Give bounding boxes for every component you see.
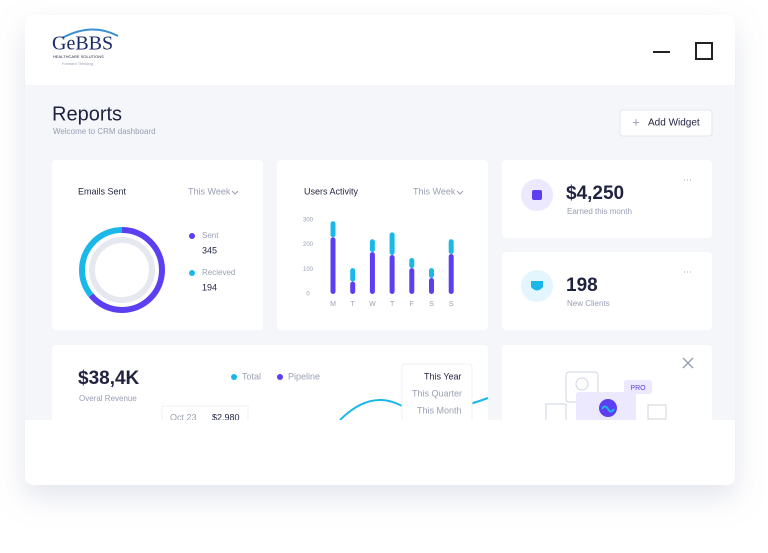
promo-illustration: PRO	[545, 371, 667, 420]
bar-segment	[448, 254, 454, 294]
y-tick-label: 200	[303, 242, 314, 248]
page-subtitle: Welcome to CRM dashboard	[53, 127, 156, 136]
legend-label: Pipeline	[288, 371, 320, 381]
legend-label: Recieved	[202, 268, 235, 277]
svg-text:···: ···	[683, 266, 692, 276]
maximize[interactable]	[695, 42, 713, 60]
dropdown: This Year This Quarter This Month	[401, 363, 473, 420]
y-tick-label: 300	[303, 218, 314, 224]
stat-value: $4,250	[566, 183, 624, 204]
stat-label: New Clients	[567, 299, 610, 308]
legend-value: 345	[202, 245, 217, 255]
card	[277, 160, 488, 330]
legend-label: Total	[242, 371, 261, 381]
bar-segment	[330, 237, 336, 294]
bar-segment	[350, 268, 356, 282]
x-tick-label: M	[330, 301, 336, 308]
donut-segment	[79, 227, 165, 313]
y-tick-label: 0	[306, 292, 310, 298]
bar-segment	[369, 252, 375, 294]
logo-sub: Forward Thinking	[62, 61, 93, 66]
svg-text:+: +	[632, 114, 640, 129]
legend-label: Sent	[202, 231, 219, 240]
x-tick-label: F	[410, 301, 414, 308]
close[interactable]	[682, 357, 694, 369]
legend-dot	[189, 270, 195, 276]
page-title: Reports	[52, 103, 122, 125]
stat-label: Earned this month	[567, 207, 632, 216]
dropdown-option[interactable]: This Month	[417, 405, 462, 415]
card-title: Users Activity	[304, 186, 359, 196]
bar-segment	[330, 221, 336, 238]
svg-text:···: ···	[683, 174, 692, 184]
stat-value: 198	[566, 275, 598, 296]
x-tick-label: T	[351, 301, 356, 308]
bar-segment	[389, 255, 395, 294]
bar-segment	[350, 281, 356, 294]
legend-dot	[231, 374, 237, 380]
bar-segment	[429, 277, 434, 294]
x-tick-label: S	[449, 301, 454, 308]
dropdown-option[interactable]: This Year	[424, 371, 462, 381]
card	[502, 345, 712, 420]
card-title: Emails Sent	[78, 186, 127, 196]
tooltip: Oct 23 $2.980	[161, 405, 249, 422]
add-widget-label[interactable]: Add Widget	[648, 118, 700, 129]
legend-value: 194	[202, 282, 217, 292]
legend-dot	[277, 374, 283, 380]
donut-track	[89, 237, 155, 303]
bar-segment	[369, 239, 375, 253]
legend-dot	[189, 233, 195, 239]
card	[52, 345, 488, 420]
add-widget-button[interactable]: + Add Widget	[619, 109, 713, 137]
bar-segment	[448, 239, 454, 255]
period[interactable]: This Week	[188, 186, 231, 196]
card	[502, 160, 712, 238]
revenue-label: Overal Revenue	[79, 394, 137, 403]
y-tick-label: 100	[303, 267, 314, 273]
card	[52, 160, 263, 330]
dropdown-option[interactable]: This Quarter	[412, 388, 462, 398]
x-tick-label: T	[390, 301, 395, 308]
tooltip-value: $2.980	[212, 412, 240, 422]
bar-segment	[429, 268, 434, 278]
tooltip-date: Oct 23	[170, 412, 197, 422]
pro-badge: PRO	[630, 385, 646, 392]
card	[502, 252, 712, 330]
revenue-value: $38,4K	[78, 368, 140, 389]
bar-segment	[409, 268, 415, 294]
period[interactable]: This Week	[413, 186, 456, 196]
x-tick-label: S	[429, 301, 434, 308]
x-tick-label: W	[369, 301, 376, 308]
logo-tagline: HEALTHCARE SOLUTIONS	[53, 54, 104, 59]
bar-segment	[409, 257, 415, 269]
bar-segment	[389, 232, 395, 256]
logo: GeBBS	[52, 33, 113, 55]
